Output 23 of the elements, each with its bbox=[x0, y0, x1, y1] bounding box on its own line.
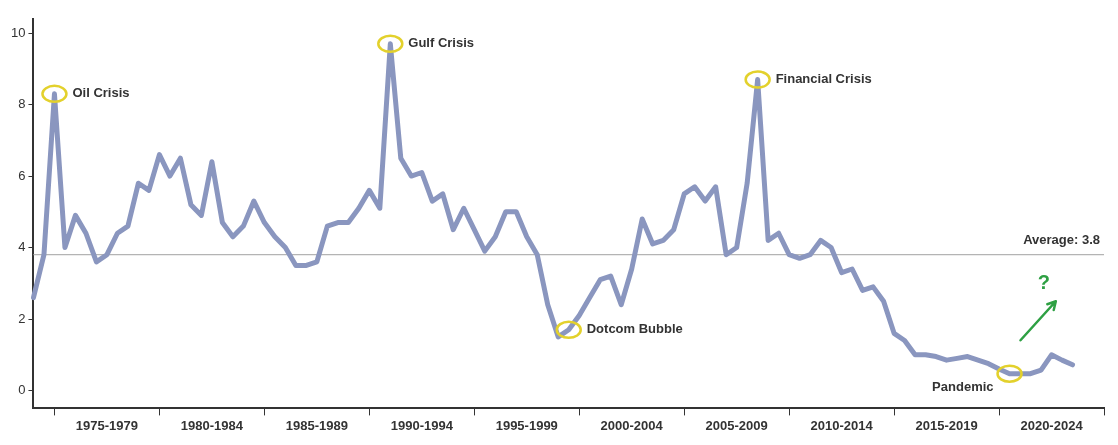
x-tick-label: 1985-1989 bbox=[285, 417, 348, 433]
x-tick-label: 2000-2004 bbox=[600, 417, 664, 433]
x-tick-label: 2005-2009 bbox=[705, 417, 768, 433]
annotation: ? bbox=[1037, 270, 1050, 293]
annotation: Pandemic bbox=[932, 379, 994, 395]
y-tick-label: 0 bbox=[18, 382, 26, 398]
x-tick-label: 1990-1994 bbox=[390, 417, 454, 433]
y-tick-label: 4 bbox=[18, 239, 26, 255]
x-tick-label: 2010-2014 bbox=[810, 417, 874, 433]
ref-line-label: Average: 3.8 bbox=[1023, 231, 1100, 247]
y-tick-label: 6 bbox=[18, 167, 26, 183]
x-tick-label: 1975-1979 bbox=[75, 417, 139, 433]
annotation: Dotcom Bubble bbox=[586, 321, 683, 337]
x-tick-label: 2020-2024 bbox=[1020, 417, 1084, 433]
x-tick-label: 1980-1984 bbox=[180, 417, 244, 433]
y-tick-label: 10 bbox=[10, 24, 26, 40]
x-tick-label: 1995-1999 bbox=[495, 417, 558, 433]
annotation: Gulf Crisis bbox=[408, 35, 475, 51]
x-tick-label: 2015-2019 bbox=[915, 417, 978, 433]
annotation: Oil Crisis bbox=[72, 85, 130, 101]
annotation: Financial Crisis bbox=[775, 71, 872, 87]
y-tick-label: 2 bbox=[18, 310, 26, 326]
y-tick-label: 8 bbox=[18, 96, 26, 112]
